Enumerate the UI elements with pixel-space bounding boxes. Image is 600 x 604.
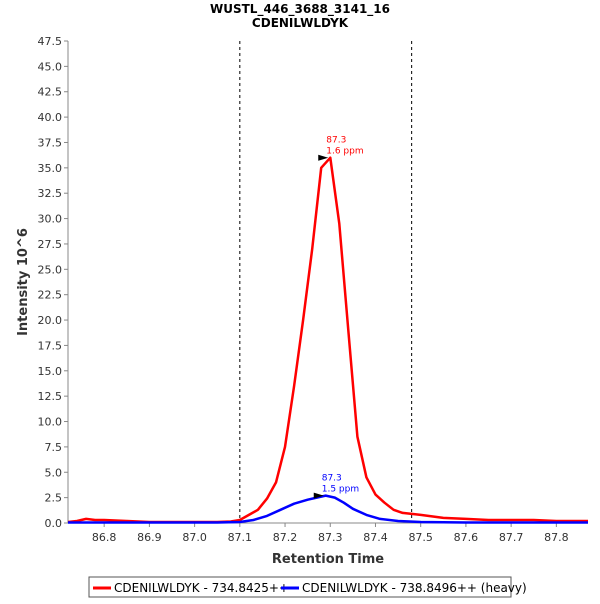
x-tick-label-9: 87.7 — [499, 531, 524, 544]
x-tick-label-1: 86.9 — [137, 531, 162, 544]
peak-annotation-rt-0: 87.3 — [326, 136, 346, 146]
y-tick-label-16: 40.0 — [38, 111, 63, 124]
y-tick-label-0: 0.0 — [45, 517, 63, 530]
y-tick-label-8: 20.0 — [38, 314, 63, 327]
y-tick-label-7: 17.5 — [38, 339, 63, 352]
y-tick-label-1: 2.5 — [45, 492, 63, 505]
peak-marker-0 — [318, 154, 329, 161]
legend-box — [88, 576, 512, 598]
y-axis-label: Intensity 10^6 — [16, 228, 31, 336]
plot-background — [68, 41, 588, 523]
y-tick-label-14: 35.0 — [38, 162, 63, 175]
y-tick-label-17: 42.5 — [38, 86, 63, 99]
peak-marker-1 — [313, 492, 324, 499]
legend-item-light: CDENILWLDYK - 734.8425++ — [114, 581, 289, 595]
peak-annotation-ppm-1: 1.5 ppm — [322, 485, 359, 495]
x-tick-label-5: 87.3 — [318, 531, 343, 544]
y-tick-label-3: 7.5 — [45, 441, 63, 454]
x-tick-label-3: 87.1 — [228, 531, 253, 544]
series-line-1 — [68, 494, 588, 524]
y-tick-label-18: 45.0 — [38, 60, 63, 73]
plot-area: 0.0 2.5 5.0 7.5 10.0 12.5 15.0 17.5 20.0 22.5 25.0… — [38, 35, 588, 544]
chart-subtitle: CDENILWLDYK — [252, 16, 349, 30]
y-tick-label-13: 32.5 — [38, 187, 63, 200]
y-tick-label-5: 12.5 — [38, 390, 63, 403]
x-tick-label-2: 87.0 — [182, 531, 207, 544]
y-tick-label-11: 27.5 — [38, 238, 63, 251]
y-tick-label-6: 15.0 — [38, 365, 63, 378]
y-tick-label-10: 25.0 — [38, 263, 63, 276]
peak-annotation-rt-1: 87.3 — [322, 474, 342, 484]
x-tick-label-6: 87.4 — [363, 531, 388, 544]
x-axis-label: Retention Time — [272, 552, 384, 567]
x-tick-label-7: 87.5 — [408, 531, 433, 544]
y-tick-label-12: 30.0 — [38, 213, 63, 226]
legend-item-heavy: CDENILWLDYK - 738.8496++ (heavy) — [302, 581, 527, 595]
peak-annotation-ppm-0: 1.6 ppm — [326, 147, 363, 157]
y-tick-label-19: 47.5 — [38, 35, 63, 48]
y-tick-label-15: 37.5 — [38, 136, 63, 149]
legend: CDENILWLDYK - 734.8425++ CDENILWLDYK - 7… — [88, 576, 527, 598]
y-tick-label-2: 5.0 — [45, 466, 63, 479]
x-tick-label-0: 86.8 — [92, 531, 117, 544]
chart-title: WUSTL_446_3688_3141_16 — [210, 2, 390, 17]
x-tick-label-4: 87.2 — [273, 531, 298, 544]
y-tick-label-9: 22.5 — [38, 289, 63, 302]
x-tick-label-8: 87.6 — [454, 531, 479, 544]
x-tick-label-10: 87.8 — [544, 531, 569, 544]
y-tick-label-4: 10.0 — [38, 416, 63, 429]
